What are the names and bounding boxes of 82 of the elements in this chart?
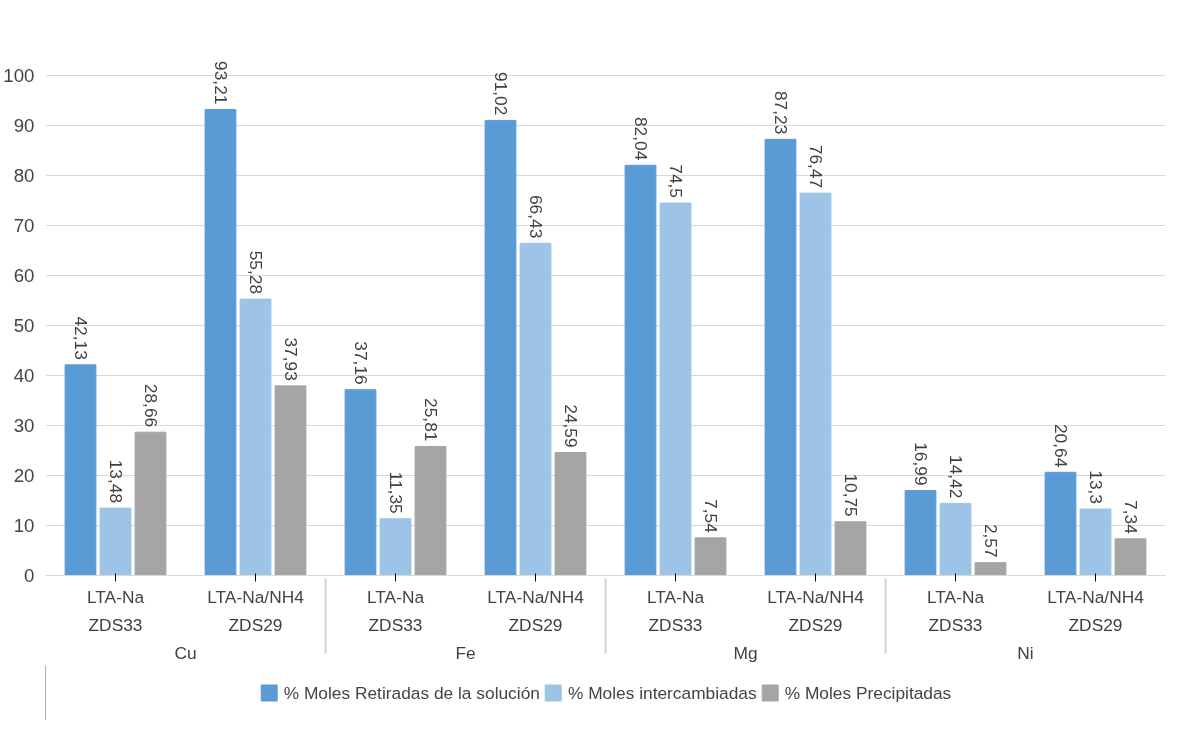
bar	[239, 298, 272, 576]
category-label: Cu	[174, 642, 197, 663]
bar	[484, 119, 517, 576]
category-label: LTA-Na/NH4	[487, 586, 584, 607]
category-label: ZDS33	[648, 614, 703, 635]
y-tick-label: 20	[13, 465, 35, 486]
category-label: ZDS29	[788, 614, 843, 635]
bar	[939, 502, 972, 576]
bar	[764, 138, 797, 576]
data-label: 25,81	[420, 398, 441, 442]
bar	[379, 518, 412, 576]
y-tick-label: 90	[13, 115, 35, 136]
category-label: LTA-Na/NH4	[767, 586, 864, 607]
data-label: 7,54	[700, 499, 721, 534]
y-tick-label: 100	[3, 65, 35, 86]
category-label: ZDS33	[88, 614, 143, 635]
bar	[904, 490, 937, 576]
category-label: ZDS29	[1068, 614, 1123, 635]
category-label: LTA-Na	[646, 586, 705, 607]
category-label: LTA-Na/NH4	[1047, 586, 1144, 607]
legend-label: % Moles Retiradas de la solución	[283, 682, 540, 703]
data-label: 91,02	[490, 72, 511, 116]
legend-label: % Moles Precipitadas	[784, 682, 952, 703]
data-label: 16,99	[910, 442, 931, 486]
data-label: 74,5	[665, 164, 686, 199]
category-label: ZDS33	[368, 614, 423, 635]
y-tick-label: 40	[13, 365, 35, 386]
bar	[834, 521, 867, 576]
data-label: 10,75	[840, 473, 861, 517]
bar	[659, 202, 692, 576]
data-label: 37,93	[280, 337, 301, 381]
bar	[1114, 538, 1147, 576]
bar	[99, 507, 132, 576]
category-label: LTA-Na	[86, 586, 145, 607]
bar	[1044, 471, 1077, 576]
data-label: 76,47	[805, 144, 826, 189]
category-label: LTA-Na/NH4	[207, 586, 304, 607]
bar	[554, 452, 587, 576]
category-label: ZDS29	[508, 614, 563, 635]
category-label: LTA-Na	[366, 586, 425, 607]
y-tick-label: 50	[13, 315, 35, 336]
y-tick-label: 80	[13, 165, 35, 186]
bar	[519, 242, 552, 576]
y-tick-label: 0	[24, 565, 35, 586]
category-label: ZDS29	[228, 614, 283, 635]
bar	[204, 108, 237, 576]
data-label: 42,13	[70, 316, 91, 360]
data-label: 14,42	[945, 455, 966, 499]
category-label: LTA-Na	[926, 586, 985, 607]
bar	[344, 389, 377, 576]
data-label: 37,16	[350, 341, 371, 385]
y-tick-label: 60	[13, 265, 35, 286]
data-label: 93,21	[210, 61, 231, 105]
y-tick-label: 70	[13, 215, 35, 236]
category-label: Fe	[455, 642, 476, 663]
data-label: 11,35	[385, 471, 406, 514]
bar	[1079, 508, 1112, 576]
data-label: 28,66	[140, 383, 161, 428]
legend-label: % Moles intercambiadas	[567, 682, 757, 703]
bar	[134, 431, 167, 576]
category-label: Mg	[733, 642, 758, 663]
bar	[274, 385, 307, 576]
data-label: 55,28	[245, 250, 266, 295]
data-label: 7,34	[1120, 500, 1141, 535]
y-tick-label: 10	[13, 515, 35, 536]
bar	[974, 562, 1007, 576]
bar	[799, 192, 832, 576]
data-label: 82,04	[630, 116, 651, 161]
bar	[414, 445, 447, 576]
category-label: Ni	[1017, 642, 1034, 663]
bar	[694, 537, 727, 576]
category-label: ZDS33	[928, 614, 983, 635]
data-label: 2,57	[980, 523, 1001, 558]
data-label: 66,43	[525, 194, 546, 239]
data-label: 13,3	[1085, 470, 1106, 505]
bar	[64, 364, 97, 576]
data-label: 13,48	[105, 459, 126, 504]
data-label: 20,64	[1050, 423, 1071, 468]
data-label: 24,59	[560, 404, 581, 448]
bar	[624, 164, 657, 576]
data-label: 87,23	[770, 90, 791, 135]
y-tick-label: 30	[13, 415, 35, 436]
